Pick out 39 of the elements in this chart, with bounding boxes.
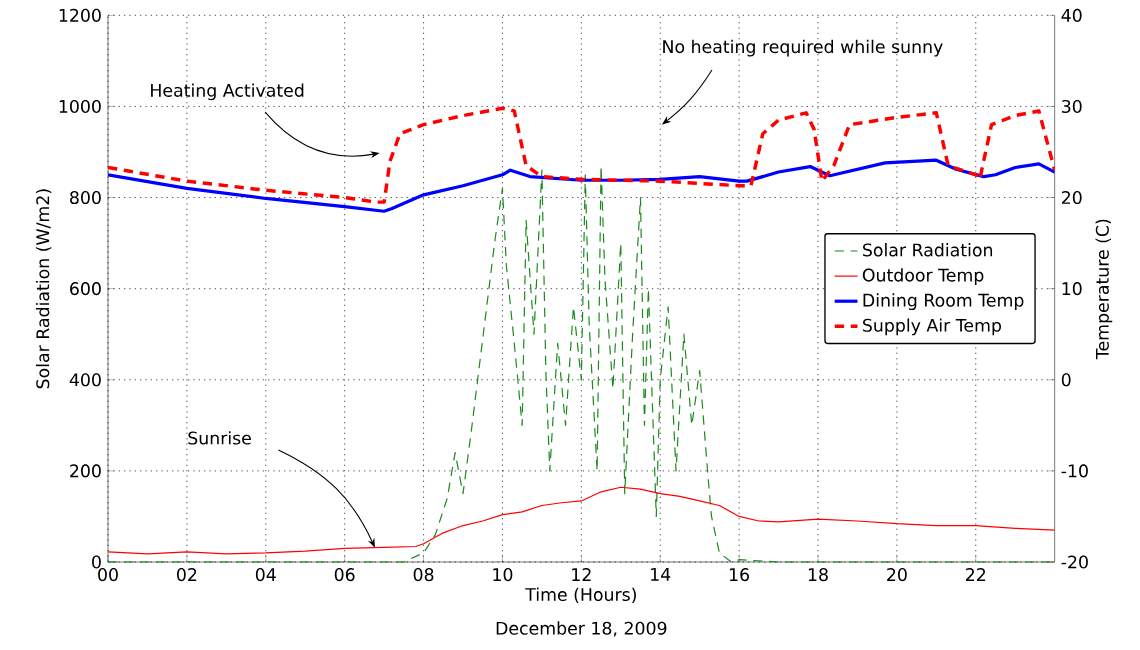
y2-tick-label: 20: [1061, 191, 1082, 205]
x-tick-label: 22: [966, 568, 986, 581]
x-tick-label: 04: [255, 568, 276, 582]
y2-tick-label: 10: [1062, 282, 1082, 296]
line-series: [108, 486, 1055, 555]
y2-tick-label: -20: [1061, 555, 1088, 569]
line-series: [108, 106, 1055, 204]
y-tick-label: 0: [92, 555, 101, 569]
legend-label: Outdoor Temp: [862, 268, 984, 285]
y-tick-label: 800: [70, 191, 101, 205]
x-tick-label: 00: [98, 568, 118, 582]
y-tick-label: 400: [69, 373, 101, 387]
x-axis-title: Time (Hours): [525, 587, 636, 604]
legend-label: Solar Radiation: [863, 243, 993, 257]
x-tick-label: 12: [572, 568, 591, 581]
x-tick-label: 08: [413, 568, 434, 582]
legend-label: Supply Air Temp: [863, 318, 1002, 336]
x-tick-label: 06: [334, 568, 355, 582]
text: December 18, 2009: [496, 621, 667, 637]
x-tick-label: 14: [651, 568, 671, 581]
y2-tick-label: 30: [1062, 99, 1082, 114]
y-tick-label: 1200: [59, 8, 101, 22]
y-tick-label: 1000: [59, 99, 101, 113]
x-tick-label: 02: [177, 568, 197, 582]
x-tick-label: 16: [729, 568, 750, 582]
y2-tick-label: -10: [1061, 464, 1088, 478]
legend-label: Dining Room Temp: [863, 293, 1024, 311]
y-tick-label: 600: [70, 282, 101, 296]
y-axis-title: Solar Radiation (W/m2): [35, 189, 52, 389]
annotation: No heating required while sunny: [663, 39, 943, 57]
x-tick-label: 20: [887, 568, 907, 582]
y2-tick-label: 40: [1061, 8, 1082, 22]
annotation: Sunrise: [188, 431, 251, 445]
x-tick-label: 18: [808, 568, 828, 582]
y2-axis-title: Temperature (C): [1095, 219, 1113, 360]
y2-tick-label: 0: [1061, 373, 1071, 387]
y-tick-label: 200: [70, 464, 101, 478]
x-tick-label: 10: [493, 568, 513, 582]
annotation: Heating Activated: [151, 83, 304, 101]
